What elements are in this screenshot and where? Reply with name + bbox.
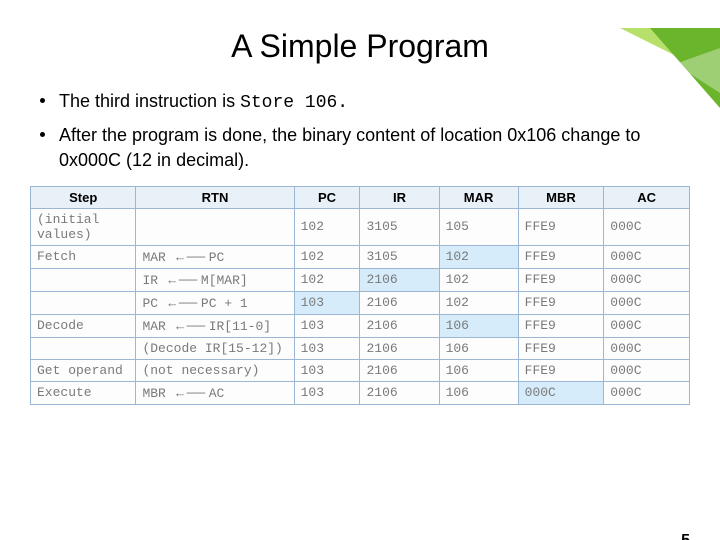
trace-table: Step RTN PC IR MAR MBR AC (initial value… xyxy=(30,186,690,405)
table-row: (initial values) 1023105105FFE9000C xyxy=(31,208,690,245)
table-row: ExecuteMBR ←── AC1032106106000C000C xyxy=(31,381,690,404)
cell-mbr: FFE9 xyxy=(518,314,604,337)
cell-mbr: 000C xyxy=(518,381,604,404)
cell-step: (initial values) xyxy=(31,208,136,245)
table-row: DecodeMAR ←── IR[11-0]1032106106FFE9000C xyxy=(31,314,690,337)
cell-pc: 103 xyxy=(294,381,360,404)
bullet-item: The third instruction is Store 106. xyxy=(40,89,680,115)
cell-pc: 103 xyxy=(294,359,360,381)
cell-rtn: MBR ←── AC xyxy=(136,381,294,404)
cell-step: Decode xyxy=(31,314,136,337)
cell-ir: 2106 xyxy=(360,359,439,381)
cell-rtn: PC ←── PC + 1 xyxy=(136,291,294,314)
bullet-dot xyxy=(40,98,45,103)
bullet-dot xyxy=(40,132,45,137)
cell-pc: 103 xyxy=(294,291,360,314)
cell-mbr: FFE9 xyxy=(518,268,604,291)
cell-mar: 105 xyxy=(439,208,518,245)
cell-pc: 102 xyxy=(294,208,360,245)
table-row: FetchMAR ←── PC1023105102FFE9000C xyxy=(31,245,690,268)
col-rtn: RTN xyxy=(136,186,294,208)
col-mar: MAR xyxy=(439,186,518,208)
cell-rtn xyxy=(136,208,294,245)
bullet-text-pre: After the program is done, the binary co… xyxy=(59,125,640,169)
cell-step: Fetch xyxy=(31,245,136,268)
cell-mbr: FFE9 xyxy=(518,245,604,268)
cell-rtn: MAR ←── IR[11-0] xyxy=(136,314,294,337)
cell-ir: 2106 xyxy=(360,337,439,359)
bullet-text: After the program is done, the binary co… xyxy=(59,123,680,172)
table-header-row: Step RTN PC IR MAR MBR AC xyxy=(31,186,690,208)
cell-mar: 106 xyxy=(439,314,518,337)
cell-rtn: (not necessary) xyxy=(136,359,294,381)
cell-ac: 000C xyxy=(604,245,690,268)
slide-title: A Simple Program xyxy=(0,28,720,65)
cell-mar: 102 xyxy=(439,245,518,268)
cell-mar: 102 xyxy=(439,268,518,291)
cell-ir: 2106 xyxy=(360,381,439,404)
cell-ir: 3105 xyxy=(360,208,439,245)
cell-ir: 2106 xyxy=(360,291,439,314)
cell-ac: 000C xyxy=(604,381,690,404)
col-ir: IR xyxy=(360,186,439,208)
cell-pc: 102 xyxy=(294,268,360,291)
table-row: PC ←── PC + 11032106102FFE9000C xyxy=(31,291,690,314)
bullet-text-pre: The third instruction is xyxy=(59,91,240,111)
cell-rtn: IR ←── M[MAR] xyxy=(136,268,294,291)
cell-ir: 2106 xyxy=(360,268,439,291)
trace-table-wrap: Step RTN PC IR MAR MBR AC (initial value… xyxy=(30,186,690,405)
table-row: Get operand(not necessary)1032106106FFE9… xyxy=(31,359,690,381)
cell-ac: 000C xyxy=(604,359,690,381)
cell-mbr: FFE9 xyxy=(518,359,604,381)
cell-pc: 103 xyxy=(294,337,360,359)
cell-rtn: MAR ←── PC xyxy=(136,245,294,268)
bullet-item: After the program is done, the binary co… xyxy=(40,123,680,172)
bullet-list: The third instruction is Store 106. Afte… xyxy=(40,89,680,172)
col-ac: AC xyxy=(604,186,690,208)
cell-mar: 102 xyxy=(439,291,518,314)
bullet-code: Store 106. xyxy=(240,93,348,113)
cell-ac: 000C xyxy=(604,291,690,314)
cell-ir: 2106 xyxy=(360,314,439,337)
cell-ac: 000C xyxy=(604,337,690,359)
cell-ac: 000C xyxy=(604,268,690,291)
cell-step xyxy=(31,291,136,314)
col-mbr: MBR xyxy=(518,186,604,208)
cell-mbr: FFE9 xyxy=(518,208,604,245)
cell-pc: 102 xyxy=(294,245,360,268)
col-step: Step xyxy=(31,186,136,208)
cell-pc: 103 xyxy=(294,314,360,337)
page-number: 5 xyxy=(681,532,690,540)
cell-mbr: FFE9 xyxy=(518,337,604,359)
cell-mar: 106 xyxy=(439,381,518,404)
cell-step xyxy=(31,268,136,291)
cell-step xyxy=(31,337,136,359)
cell-rtn: (Decode IR[15-12]) xyxy=(136,337,294,359)
cell-ac: 000C xyxy=(604,314,690,337)
cell-step: Get operand xyxy=(31,359,136,381)
bullet-text: The third instruction is Store 106. xyxy=(59,89,680,115)
cell-mar: 106 xyxy=(439,359,518,381)
cell-mbr: FFE9 xyxy=(518,291,604,314)
col-pc: PC xyxy=(294,186,360,208)
table-row: (Decode IR[15-12])1032106106FFE9000C xyxy=(31,337,690,359)
cell-ac: 000C xyxy=(604,208,690,245)
cell-mar: 106 xyxy=(439,337,518,359)
table-row: IR ←── M[MAR]1022106102FFE9000C xyxy=(31,268,690,291)
cell-ir: 3105 xyxy=(360,245,439,268)
cell-step: Execute xyxy=(31,381,136,404)
